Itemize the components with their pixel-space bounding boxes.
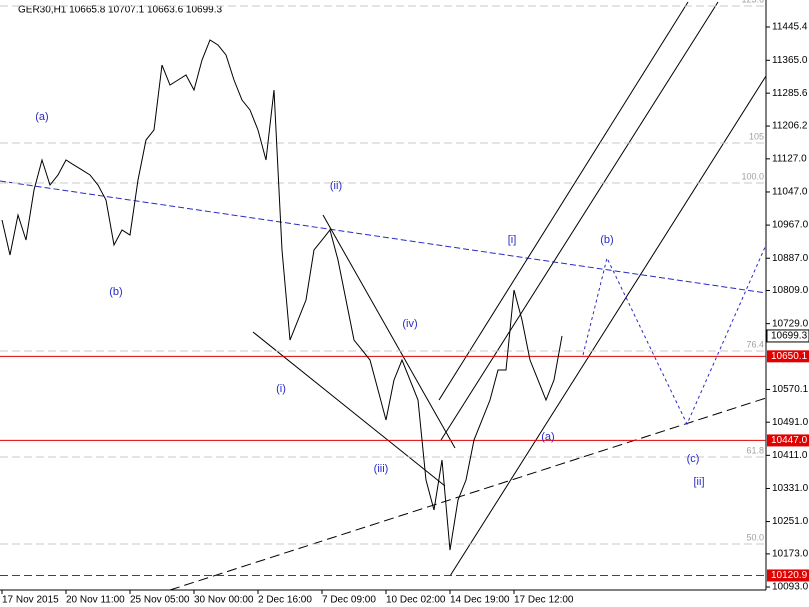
channel-line [438, 1, 689, 401]
y-tick-label: 11127.0 [772, 153, 807, 164]
level-box [767, 350, 809, 363]
y-tick-label: 10093.0 [772, 582, 809, 593]
level-label: 10650.1 [771, 351, 808, 362]
y-tick-label: 11047.0 [772, 187, 808, 198]
y-tick-label: 10491.0 [772, 417, 809, 428]
projection [582, 244, 767, 426]
wave-label: [ii] [694, 476, 705, 488]
x-tick-label: 17 Dec 12:00 [514, 595, 574, 606]
y-tick-label: 10887.0 [772, 253, 809, 264]
drawings [0, 1, 767, 591]
x-tick-label: 30 Nov 00:00 [194, 595, 254, 606]
x-tick-label: 14 Dec 19:00 [450, 595, 510, 606]
channel-line [322, 214, 456, 449]
fib-label: 100.0 [741, 171, 764, 181]
y-tick-label: 10331.0 [772, 483, 809, 494]
price-line [1, 39, 563, 551]
y-tick-label: 10967.0 [772, 220, 809, 231]
wave-label: (ii) [330, 180, 342, 192]
y-tick-label: 10251.0 [772, 516, 809, 527]
price-box [766, 329, 809, 343]
channel-line [252, 331, 446, 487]
y-tick-label: 11285.6 [772, 88, 808, 99]
y-tick-label: 10809.0 [772, 285, 809, 296]
wave-label: (a) [541, 431, 554, 443]
x-tick-label: 25 Nov 05:00 [130, 595, 190, 606]
wave-label: (c) [687, 453, 700, 465]
fib-label: 76.4 [746, 339, 764, 349]
trend-line [0, 180, 767, 294]
x-tick-label: 20 Nov 11:00 [66, 595, 125, 606]
fib-label: 123.6 [741, 0, 764, 4]
wave-label: (b) [109, 286, 122, 298]
fib-label: 61.8 [746, 445, 764, 455]
level-label: 10120.9 [771, 570, 808, 581]
y-tick-label: 10411.0 [772, 450, 808, 461]
chart-title: GER30,H1 10665.8 10707.1 10663.6 10699.3 [18, 5, 222, 16]
x-tick-label: 10 Dec 02:00 [386, 595, 446, 606]
y-tick-label: 10729.0 [772, 318, 809, 329]
fib-label: 105 [749, 131, 764, 141]
wave-label: (a) [35, 111, 48, 123]
channel-line [440, 1, 719, 441]
x-tick-label: 17 Nov 2015 [2, 595, 59, 606]
wave-label: (i) [276, 383, 286, 395]
wave-label: (b) [600, 234, 613, 246]
wave-label: (iv) [402, 318, 417, 330]
level-label: 10447.0 [771, 435, 808, 446]
x-tick-label: 2 Dec 16:00 [258, 595, 312, 606]
y-tick-label: 10570.1 [772, 384, 809, 395]
wave-label: (iii) [374, 463, 389, 475]
y-tick-label: 11206.2 [772, 121, 808, 132]
wave-label: [i] [508, 234, 517, 246]
channel-line [449, 75, 767, 577]
level-box [767, 434, 809, 447]
y-tick-label: 11365.0 [772, 55, 808, 66]
level-box [767, 569, 809, 582]
y-tick-label: 10173.0 [772, 549, 809, 560]
y-tick-label: 11445.4 [772, 22, 808, 33]
fib-label: 50.0 [746, 532, 764, 542]
x-tick-label: 7 Dec 09:00 [322, 595, 376, 606]
price-label: 10699.3 [771, 331, 808, 342]
